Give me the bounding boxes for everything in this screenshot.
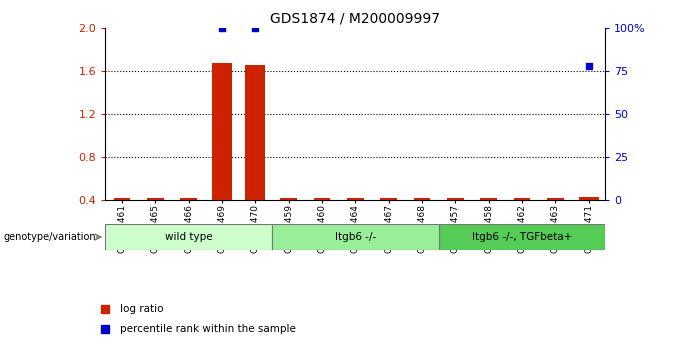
Text: wild type: wild type bbox=[165, 232, 213, 242]
Bar bbox=[180, 198, 197, 200]
Bar bbox=[212, 63, 232, 200]
Text: genotype/variation: genotype/variation bbox=[3, 232, 96, 242]
Bar bbox=[313, 198, 330, 200]
Bar bbox=[380, 198, 397, 200]
Text: log ratio: log ratio bbox=[120, 304, 164, 314]
Text: ltgb6 -/-: ltgb6 -/- bbox=[335, 232, 376, 242]
Text: ltgb6 -/-, TGFbeta+: ltgb6 -/-, TGFbeta+ bbox=[472, 232, 572, 242]
Bar bbox=[579, 197, 598, 200]
Bar bbox=[447, 198, 464, 200]
Bar bbox=[480, 198, 497, 200]
Bar bbox=[114, 198, 131, 200]
Bar bbox=[347, 198, 364, 200]
Bar bbox=[439, 224, 605, 250]
Bar bbox=[105, 224, 272, 250]
Bar bbox=[245, 65, 265, 200]
Bar bbox=[147, 198, 164, 200]
Bar bbox=[272, 224, 439, 250]
Text: percentile rank within the sample: percentile rank within the sample bbox=[120, 324, 296, 334]
Bar bbox=[513, 198, 530, 200]
Title: GDS1874 / M200009997: GDS1874 / M200009997 bbox=[271, 11, 441, 25]
Bar bbox=[547, 198, 564, 200]
Bar bbox=[413, 198, 430, 200]
Bar bbox=[280, 198, 297, 200]
